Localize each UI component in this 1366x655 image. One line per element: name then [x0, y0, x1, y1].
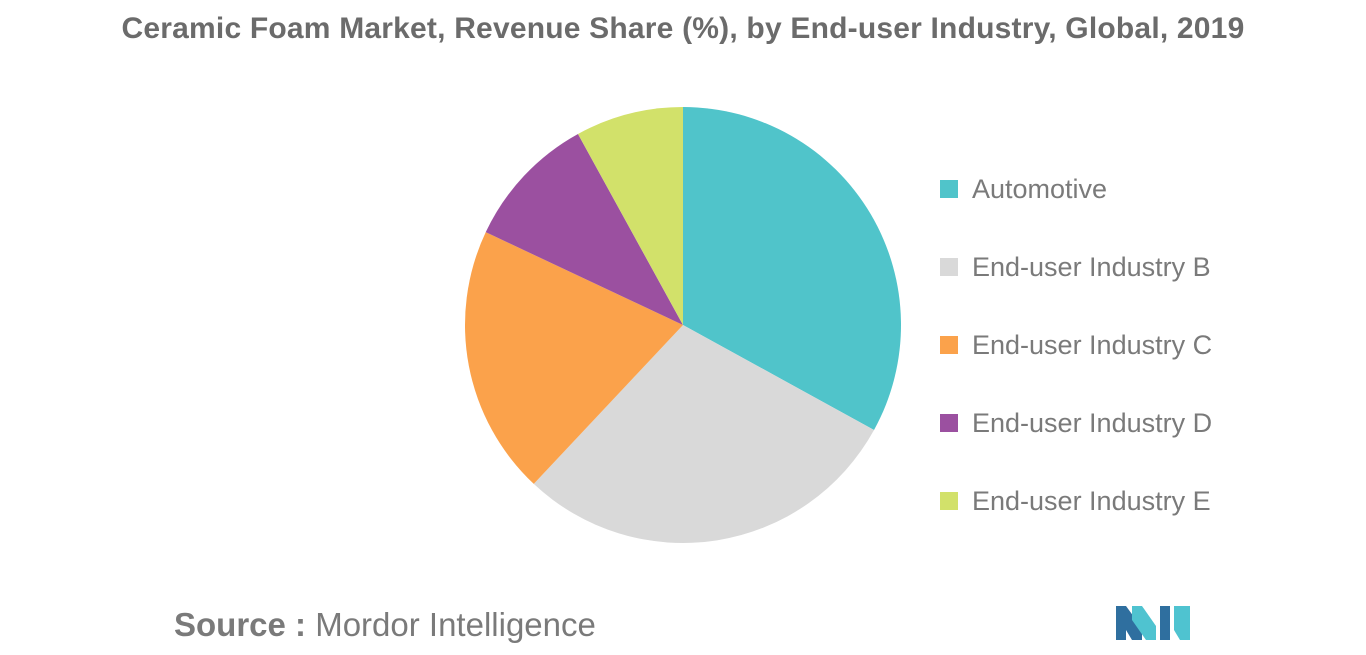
mordor-intelligence-logo — [1116, 606, 1190, 640]
logo-middle-shape — [1132, 606, 1156, 640]
pie-slice-end-user-industry-e — [577, 107, 683, 325]
legend-label: End-user Industry D — [972, 407, 1213, 438]
legend-label: End-user Industry B — [972, 251, 1211, 282]
chart-title: Ceramic Foam Market, Revenue Share (%), … — [121, 12, 1245, 45]
pie-chart — [464, 107, 901, 543]
source-text: Mordor Intelligence — [315, 606, 596, 643]
pie-slice-end-user-industry-d — [485, 133, 683, 325]
chart-legend: Automotive End-user Industry B End-user In… — [940, 150, 1212, 540]
source-note: Source : Mordor Intelligence — [174, 606, 596, 644]
legend-swatch — [940, 258, 958, 276]
legend-item: End-user Industry C — [940, 306, 1212, 384]
legend-swatch — [940, 180, 958, 198]
legend-swatch — [940, 492, 958, 510]
legend-label: End-user Industry C — [972, 329, 1213, 360]
legend-label: Automotive — [972, 173, 1108, 204]
legend-item: End-user Industry D — [940, 384, 1212, 462]
legend-label: End-user Industry E — [972, 485, 1211, 516]
logo-left-shape — [1116, 606, 1142, 640]
logo-right-bar — [1160, 606, 1170, 640]
pie-slice-end-user-industry-b — [533, 325, 875, 543]
pie-slice-automotive — [683, 107, 901, 431]
source-label: Source : — [174, 606, 307, 643]
legend-swatch — [940, 336, 958, 354]
legend-item: Automotive — [940, 150, 1212, 228]
logo-right-shape — [1174, 606, 1190, 640]
legend-item: End-user Industry B — [940, 228, 1212, 306]
legend-swatch — [940, 414, 958, 432]
pie-slice-end-user-industry-c — [464, 232, 683, 484]
legend-item: End-user Industry E — [940, 462, 1212, 540]
